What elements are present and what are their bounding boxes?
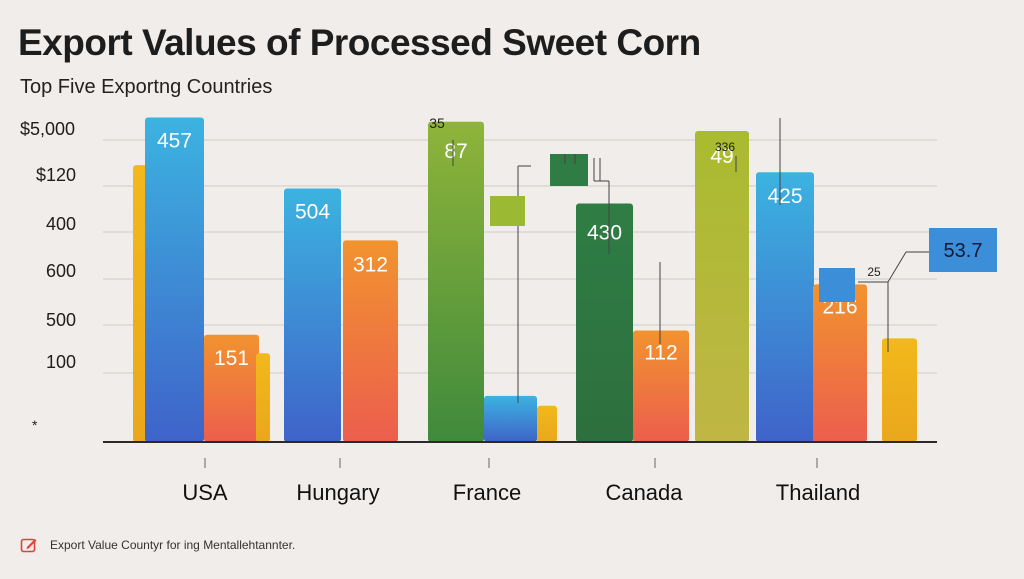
y-tick-label: 600	[46, 261, 76, 281]
x-axis	[103, 441, 937, 468]
x-tick-label: France	[453, 480, 521, 505]
leader-line	[887, 251, 907, 283]
annotation-label: 35	[429, 115, 445, 131]
bar-value-label: 112	[644, 342, 677, 365]
x-tick-label: Hungary	[296, 480, 379, 505]
bar-usa	[204, 334, 259, 442]
bar-value-label: 49	[710, 145, 733, 168]
bar-value-label: 504	[295, 201, 330, 224]
bar-value-label: 151	[214, 347, 249, 370]
bar-value-label: 430	[587, 221, 622, 244]
bar-france	[537, 405, 557, 442]
annotation-label: 25	[867, 265, 881, 279]
y-tick-label: 400	[46, 214, 76, 234]
bar-thailand	[882, 338, 917, 442]
y-tick-label: $5,000	[20, 119, 75, 139]
callout-value-box	[929, 228, 997, 272]
x-tick-label: USA	[182, 480, 228, 505]
bar-canada	[633, 330, 689, 442]
bar-thailand	[756, 172, 814, 442]
callout-box	[490, 196, 525, 226]
bar-france	[484, 395, 537, 442]
x-tick-label: Canada	[605, 480, 683, 505]
y-tick-label: 100	[46, 352, 76, 372]
bar-value-label: 312	[353, 253, 388, 276]
bar-usa	[145, 117, 204, 442]
callout-box	[819, 268, 855, 302]
bar-canada	[695, 131, 749, 442]
bar-canada	[576, 203, 633, 442]
bar-hungary	[343, 240, 398, 442]
bar-value-label: 457	[157, 130, 192, 153]
bar-france	[428, 121, 484, 442]
annotation-label: 336	[715, 140, 735, 154]
y-tick-label: *	[32, 417, 38, 433]
footer-note: Export Value Countyr for ing Mentallehta…	[50, 538, 296, 552]
bar-thailand	[813, 284, 867, 442]
callout-box	[550, 154, 588, 186]
x-axis-ticks: USA Hungary France Canada Thailand	[182, 480, 860, 505]
annotation-label: 53.7	[944, 240, 983, 262]
y-tick-label: $120	[36, 165, 76, 185]
bar-usa	[256, 353, 270, 442]
chart-subtitle: Top Five Exportng Countries	[20, 76, 273, 98]
y-tick-label: 500	[46, 310, 76, 330]
x-tick-label: Thailand	[776, 480, 860, 505]
chart-title: Export Values of Processed Sweet Corn	[18, 22, 701, 63]
bar-value-label: 425	[767, 185, 802, 208]
edit-icon	[20, 538, 37, 553]
y-axis-ticks: $5,000 $120 400 600 500 100 *	[20, 119, 76, 433]
callouts: 35 336 25 53.7	[429, 115, 997, 403]
footer: Export Value Countyr for ing Mentallehta…	[20, 536, 295, 554]
bar-value-label: 87	[444, 140, 467, 163]
bar-hungary	[284, 188, 341, 442]
bar-usa	[133, 165, 147, 442]
